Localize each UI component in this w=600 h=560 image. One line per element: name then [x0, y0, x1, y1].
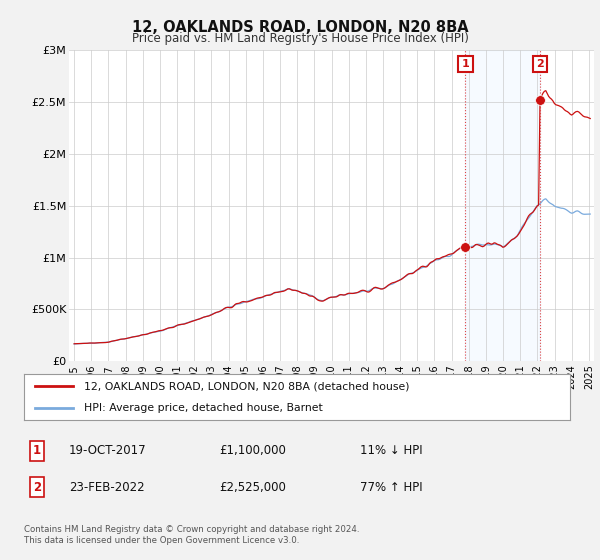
Text: £2,525,000: £2,525,000	[219, 480, 286, 494]
Text: 19-OCT-2017: 19-OCT-2017	[69, 444, 146, 458]
Text: 23-FEB-2022: 23-FEB-2022	[69, 480, 145, 494]
Text: 1: 1	[33, 444, 41, 458]
Text: 77% ↑ HPI: 77% ↑ HPI	[360, 480, 422, 494]
Text: Price paid vs. HM Land Registry's House Price Index (HPI): Price paid vs. HM Land Registry's House …	[131, 32, 469, 45]
Text: 2: 2	[536, 59, 544, 69]
Text: 1: 1	[461, 59, 469, 69]
Text: £1,100,000: £1,100,000	[219, 444, 286, 458]
Text: HPI: Average price, detached house, Barnet: HPI: Average price, detached house, Barn…	[84, 403, 323, 413]
Text: 2: 2	[33, 480, 41, 494]
Bar	[466, 50, 540, 361]
Text: 12, OAKLANDS ROAD, LONDON, N20 8BA: 12, OAKLANDS ROAD, LONDON, N20 8BA	[131, 20, 469, 35]
Text: Contains HM Land Registry data © Crown copyright and database right 2024.
This d: Contains HM Land Registry data © Crown c…	[24, 525, 359, 545]
Text: 12, OAKLANDS ROAD, LONDON, N20 8BA (detached house): 12, OAKLANDS ROAD, LONDON, N20 8BA (deta…	[84, 381, 410, 391]
Text: 11% ↓ HPI: 11% ↓ HPI	[360, 444, 422, 458]
